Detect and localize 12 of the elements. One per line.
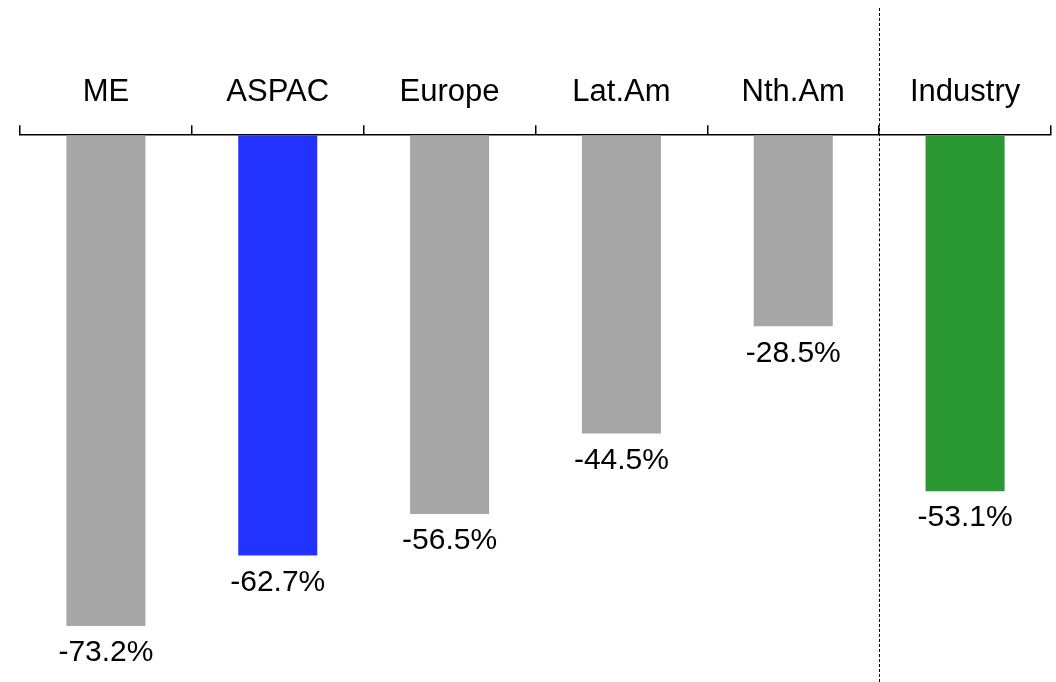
- x-tick-label: Nth.Am: [741, 73, 845, 109]
- data-label: -44.5%: [573, 441, 669, 475]
- data-label: -28.5%: [745, 334, 841, 368]
- data-label: -62.7%: [230, 563, 326, 597]
- data-label: -56.5%: [402, 522, 498, 556]
- x-tick-label: ME: [82, 73, 130, 109]
- data-label: -53.1%: [917, 499, 1013, 533]
- x-tick-label: ASPAC: [226, 73, 330, 109]
- x-tick-label: Industry: [909, 73, 1021, 109]
- x-tick-label: Europe: [399, 73, 500, 109]
- x-tick-label: Lat.Am: [572, 73, 671, 109]
- data-label: -73.2%: [58, 634, 154, 668]
